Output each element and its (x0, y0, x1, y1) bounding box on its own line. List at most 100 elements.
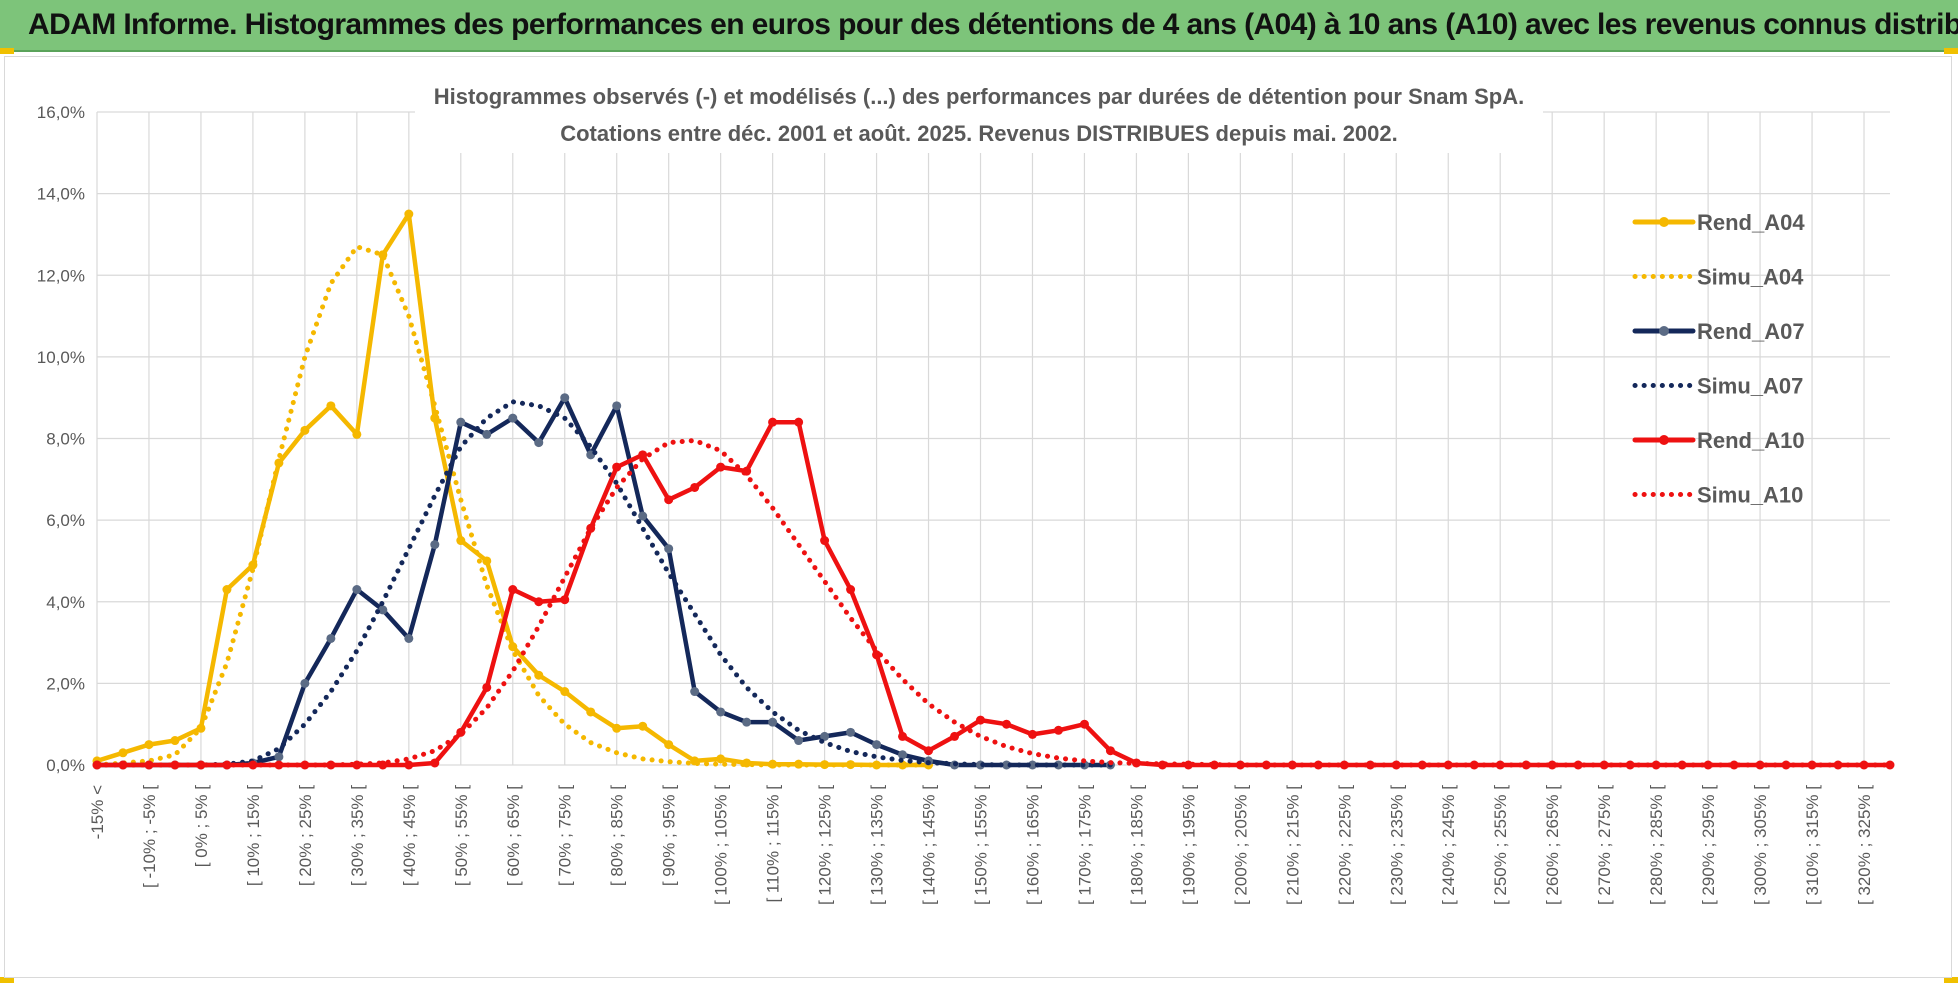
legend-label-rend_a04: Rend_A04 (1697, 210, 1805, 235)
x-tick-label: [ 90% ; 95% [ (660, 785, 679, 886)
data-point-rend_a10 (196, 760, 206, 770)
data-point-rend_a07 (1001, 760, 1011, 770)
data-point-rend_a10 (612, 462, 622, 472)
data-point-rend_a10 (404, 760, 414, 770)
series-line-simu_a07 (94, 399, 1113, 768)
y-axis: 0,0% 2,0% 4,0% 6,0% 8,0% 10,0% 12,0% 14,0% 16,0% (37, 103, 85, 775)
data-point-rend_a04 (716, 754, 726, 764)
data-point-rend_a04 (612, 723, 622, 733)
y-tick-label: 4,0% (46, 593, 85, 612)
data-point-rend_a07 (352, 585, 362, 595)
legend-label-rend_a10: Rend_A10 (1697, 428, 1805, 453)
x-tick-label: [ 70% ; 75% [ (556, 785, 575, 886)
data-point-rend_a10 (1885, 760, 1895, 770)
corner-mark-top-left (0, 48, 14, 54)
data-point-rend_a07 (456, 417, 466, 427)
x-axis: -15% < [ -10% ; -5% [[ 0% ; 5% [[ 10% ; 1… (88, 785, 1874, 905)
data-point-rend_a10 (1183, 760, 1193, 770)
data-point-rend_a04 (144, 740, 154, 750)
x-tick-label: [ 230% ; 235% [ (1387, 785, 1406, 905)
data-point-rend_a07 (846, 727, 856, 737)
y-tick-label: 10,0% (37, 348, 85, 367)
x-tick-label: [ 320% ; 325% [ (1855, 785, 1874, 905)
data-point-rend_a07 (612, 401, 622, 411)
data-point-rend_a07 (404, 633, 414, 643)
chart-subtitle: Cotations entre déc. 2001 et août. 2025.… (560, 121, 1398, 146)
data-point-rend_a10 (976, 715, 986, 725)
data-point-rend_a04 (300, 425, 310, 435)
x-tick-label: [ 220% ; 225% [ (1335, 785, 1354, 905)
data-point-rend_a10 (1027, 729, 1037, 739)
page-title: ADAM Informe. Histogrammes des performan… (28, 8, 1958, 41)
x-tick-label: [ 270% ; 275% [ (1595, 785, 1614, 905)
data-point-rend_a04 (118, 748, 128, 758)
data-point-rend_a10 (664, 495, 674, 505)
data-point-rend_a07 (534, 438, 544, 448)
grid-lines (96, 111, 1890, 766)
legend-marker (1659, 326, 1669, 336)
data-point-rend_a04 (664, 740, 674, 750)
data-point-rend_a10 (898, 731, 908, 741)
x-tick-label: [ 110% ; 115% [ (764, 785, 783, 903)
y-tick-label: 16,0% (37, 103, 85, 122)
x-tick-label: [ 80% ; 85% [ (608, 785, 627, 886)
x-tick-label: [ 260% ; 265% [ (1543, 785, 1562, 905)
data-point-rend_a10 (560, 595, 570, 605)
data-point-rend_a10 (1729, 760, 1739, 770)
x-tick-label: -15% < (88, 785, 107, 839)
series-line-rend_a10 (94, 419, 1893, 768)
data-point-rend_a10 (1105, 746, 1115, 756)
chart-frame (4, 56, 1952, 978)
legend-marker (1659, 217, 1669, 227)
legend-label-simu_a07: Simu_A07 (1697, 374, 1803, 399)
chart-title: Histogrammes observés (-) et modélisés (… (434, 84, 1525, 109)
data-point-rend_a10 (1547, 760, 1557, 770)
series-line-simu_a10 (94, 438, 1893, 768)
data-point-rend_a10 (170, 760, 180, 770)
data-point-rend_a10 (820, 536, 830, 546)
corner-mark-bottom-right (1944, 977, 1958, 983)
data-point-rend_a10 (1079, 719, 1089, 729)
data-point-rend_a04 (404, 209, 414, 219)
data-point-rend_a04 (456, 536, 466, 546)
legend-label-rend_a07: Rend_A07 (1697, 319, 1805, 344)
title-background (415, 77, 1543, 153)
x-tick-label: [ 150% ; 155% [ (972, 785, 991, 905)
x-tick-label: [ 130% ; 135% [ (868, 785, 887, 905)
data-point-rend_a10 (508, 585, 518, 595)
y-tick-label: 8,0% (46, 430, 85, 449)
data-point-rend_a04 (352, 429, 362, 439)
legend-marker (1659, 435, 1669, 445)
y-tick-label: 12,0% (37, 266, 85, 285)
legend: Rend_A04 Simu_A04 Rend_A07 Simu_A07 Rend_A10… (1632, 210, 1805, 508)
data-point-rend_a07 (378, 605, 388, 615)
data-point-rend_a07 (872, 740, 882, 750)
x-tick-label: [ 120% ; 125% [ (816, 785, 835, 905)
data-point-rend_a07 (1027, 760, 1037, 770)
data-point-rend_a10 (924, 746, 934, 756)
data-point-rend_a04 (170, 736, 180, 746)
data-point-rend_a07 (508, 413, 518, 423)
x-tick-label: [ -10% ; -5% [ (140, 785, 159, 888)
data-point-rend_a04 (222, 585, 232, 595)
data-point-rend_a10 (482, 682, 492, 692)
data-point-rend_a10 (430, 758, 440, 768)
data-point-rend_a04 (560, 687, 570, 697)
data-point-rend_a10 (794, 417, 804, 427)
data-point-rend_a10 (1365, 760, 1375, 770)
data-point-rend_a10 (534, 597, 544, 607)
x-tick-label: [ 280% ; 285% [ (1647, 785, 1666, 905)
data-point-rend_a10 (716, 462, 726, 472)
data-point-rend_a07 (638, 511, 648, 521)
series-line-simu_a04 (94, 244, 931, 768)
data-point-rend_a07 (768, 717, 778, 727)
x-tick-label: [ 290% ; 295% [ (1699, 785, 1718, 905)
data-point-rend_a10 (1001, 719, 1011, 729)
data-point-rend_a07 (742, 717, 752, 727)
data-point-rend_a04 (586, 707, 596, 717)
data-point-rend_a10 (950, 731, 960, 741)
corner-mark-top-right (1944, 48, 1958, 54)
x-tick-label: [ 250% ; 255% [ (1491, 785, 1510, 905)
data-point-rend_a07 (664, 544, 674, 554)
